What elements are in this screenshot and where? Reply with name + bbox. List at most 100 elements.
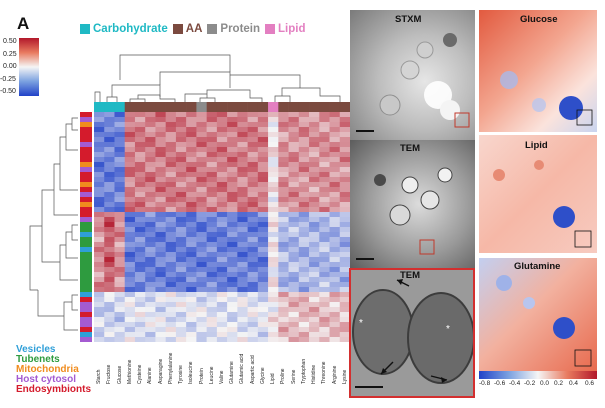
heatmap-cell: [319, 112, 330, 118]
heatmap-cell: [278, 122, 289, 128]
heatmap-cell: [124, 137, 136, 143]
heatmap-cell: [165, 197, 177, 203]
heatmap-cell: [124, 147, 136, 153]
heatmap-cell: [104, 137, 115, 143]
heatmap-cell: [206, 257, 218, 263]
heatmap-cell: [94, 322, 105, 328]
heatmap-cell: [288, 172, 300, 178]
heatmap-cell: [298, 302, 310, 308]
heatmap-cell: [134, 232, 146, 238]
heatmap-cell: [319, 142, 330, 148]
heatmap-cell: [155, 242, 166, 248]
heatmap-cell: [278, 282, 289, 288]
heatmap-cell: [145, 312, 156, 318]
heatmap-cell: [175, 137, 187, 143]
heatmap-cell: [134, 137, 146, 143]
heatmap-cell: [104, 157, 115, 163]
scale-tick-1: 0.50: [3, 38, 17, 45]
heatmap-cell: [319, 192, 330, 198]
heatmap-cell: [114, 212, 126, 218]
heatmap-cell: [155, 127, 166, 133]
heatmap-cell: [145, 127, 156, 133]
column-label: Glycine: [259, 367, 266, 384]
scale-tick-5: -0.50: [0, 88, 16, 95]
heatmap-cell: [216, 167, 228, 173]
heatmap-cell: [114, 332, 126, 338]
heatmap-cell: [339, 247, 350, 253]
map-colorbar: [479, 371, 597, 379]
heatmap-cell: [165, 232, 177, 238]
heatmap-cell: [206, 262, 218, 268]
heatmap-cell: [268, 272, 279, 278]
column-label: Lysine: [341, 369, 348, 384]
heatmap-cell: [196, 187, 207, 193]
heatmap-cell: [319, 132, 330, 138]
heatmap-cell: [268, 282, 279, 288]
heatmap-cell: [237, 167, 248, 173]
heatmap-cell: [278, 222, 289, 228]
heatmap-cell: [196, 177, 207, 183]
heatmap-cell: [319, 122, 330, 128]
heatmap-cell: [104, 197, 115, 203]
heatmap-cell: [309, 182, 320, 188]
heatmap-cell: [309, 197, 320, 203]
heatmap-cell: [329, 227, 341, 233]
heatmap-cell: [145, 202, 156, 208]
heatmap-cell: [134, 242, 146, 248]
row-compartment-cell: [80, 252, 92, 258]
row-compartment-cell: [80, 332, 92, 338]
heatmap-cell: [227, 207, 238, 213]
heatmap-cell: [155, 117, 166, 123]
heatmap-cell: [196, 122, 207, 128]
heatmap-cell: [288, 132, 300, 138]
heatmap-cell: [288, 237, 300, 243]
heatmap-cell: [155, 262, 166, 268]
heatmap-cell: [319, 197, 330, 203]
heatmap-cell: [319, 302, 330, 308]
heatmap-cell: [134, 167, 146, 173]
heatmap-cell: [288, 272, 300, 278]
column-label: Valine: [219, 370, 225, 384]
colorbar-tick-6: 0.2: [554, 380, 564, 387]
heatmap-cell: [104, 227, 115, 233]
row-compartment-cell: [80, 217, 92, 223]
heatmap-cell: [257, 172, 269, 178]
heatmap-cell: [319, 237, 330, 243]
row-compartment-cell: [80, 262, 92, 268]
heatmap-cell: [319, 117, 330, 123]
heatmap-cell: [206, 247, 218, 253]
heatmap-cell: [114, 142, 126, 148]
heatmap-cell: [165, 247, 177, 253]
heatmap-cell: [288, 332, 300, 338]
heatmap-cell: [288, 192, 300, 198]
heatmap-cell: [339, 322, 350, 328]
heatmap-cell: [247, 132, 259, 138]
heatmap-cell: [257, 117, 269, 123]
heatmap-cell: [288, 202, 300, 208]
row-compartment-cell: [80, 242, 92, 248]
heatmap-cell: [329, 317, 341, 323]
heatmap-cell: [114, 122, 126, 128]
heatmap-cell: [298, 192, 310, 198]
heatmap-cell: [175, 302, 187, 308]
heatmap-cell: [175, 187, 187, 193]
heatmap-cell: [237, 267, 248, 273]
heatmap-cell: [237, 312, 248, 318]
heatmap-cell: [278, 257, 289, 263]
heatmap-cell: [329, 332, 341, 338]
heatmap-cell: [227, 272, 238, 278]
heatmap-cell: [268, 187, 279, 193]
heatmap-cell: [309, 122, 320, 128]
colorbar-tick-8: 0.6: [585, 380, 595, 387]
heatmap-cell: [216, 267, 228, 273]
row-compartment-cell: [80, 282, 92, 288]
heatmap-cell: [124, 212, 136, 218]
heatmap-cell: [339, 252, 350, 258]
colorbar-tick-1: -0.8: [479, 380, 491, 387]
column-dendrogram: [94, 54, 341, 102]
heatmap-cell: [278, 252, 289, 258]
heatmap-cell: [278, 152, 289, 158]
heatmap-cell: [237, 132, 248, 138]
heatmap-cell: [288, 147, 300, 153]
heatmap-cell: [288, 302, 300, 308]
